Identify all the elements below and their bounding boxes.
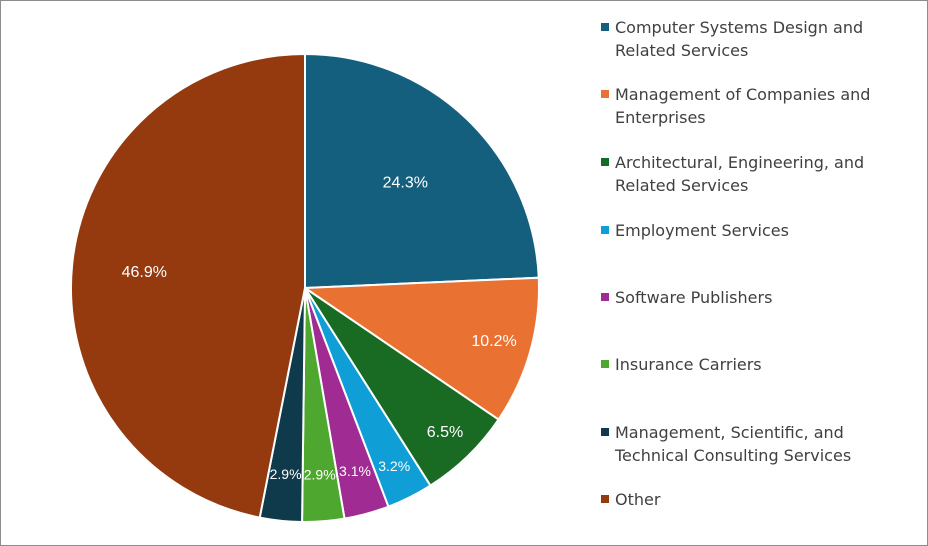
legend-label: Management of Companies and Enterprises [615, 85, 871, 127]
data-label-architectural-engineering-and-related-services: 6.5% [427, 424, 463, 441]
legend-swatch [601, 495, 609, 503]
data-label-software-publishers: 3.1% [339, 463, 371, 479]
legend-label: Software Publishers [615, 288, 773, 307]
legend-swatch [601, 90, 609, 98]
legend-swatch [601, 23, 609, 31]
legend-label: Insurance Carriers [615, 355, 762, 374]
legend-swatch [601, 158, 609, 166]
data-label-management-of-companies-and-enterprises: 10.2% [471, 333, 516, 350]
legend-swatch [601, 360, 609, 368]
data-label-other: 46.9% [122, 264, 167, 281]
legend-swatch [601, 293, 609, 301]
legend-label: Computer Systems Design and Related Serv… [615, 18, 864, 60]
legend-label: Architectural, Engineering, and Related … [615, 153, 865, 195]
legend-swatch [601, 428, 609, 436]
data-label-management-scientific-and-technical-consulting-services: 2.9% [270, 466, 302, 482]
legend-swatch [601, 226, 609, 234]
legend-label: Other [615, 490, 661, 509]
legend-label: Management, Scientific, and Technical Co… [615, 423, 852, 465]
data-label-employment-services: 3.2% [378, 458, 410, 474]
data-label-computer-systems-design-and-related-services: 24.3% [383, 175, 428, 192]
data-label-insurance-carriers: 2.9% [304, 467, 336, 483]
pie-slice-computer-systems-design-and-related-services [304, 52, 540, 290]
pie-slice-management-of-companies-and-enterprises [301, 276, 540, 421]
pie-chart: 24.3%10.2%6.5%3.2%3.1%2.9%2.9%46.9% [70, 52, 540, 523]
legend-label: Employment Services [615, 221, 789, 240]
pie-slice-other [70, 52, 306, 519]
